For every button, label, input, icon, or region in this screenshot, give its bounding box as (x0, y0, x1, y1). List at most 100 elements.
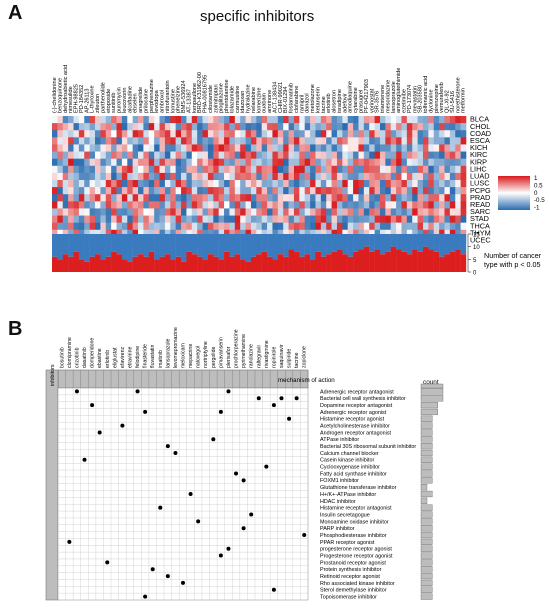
heatmap-cell (84, 116, 90, 124)
heatmap-cell (401, 151, 408, 159)
heatmap-cell (256, 158, 262, 167)
heatmap-cell (250, 151, 257, 159)
heatmap-cell (229, 172, 236, 181)
heatmap-cell (116, 116, 123, 124)
heatmap-cell (283, 229, 289, 238)
bar-series (52, 234, 467, 272)
heatmap-cell (73, 172, 80, 181)
heatmap-cell (331, 180, 338, 188)
heatmap-cell (267, 130, 273, 138)
heatmap-cell (234, 222, 241, 231)
heatmap-cell (127, 151, 133, 159)
heatmap-column-label: vorinostat (369, 88, 375, 113)
heatmap-cell (175, 144, 182, 152)
colorbar-tick: 0 (534, 190, 538, 197)
heatmap-cell (412, 144, 418, 152)
count-bar (420, 484, 428, 491)
heatmap-cell (100, 229, 107, 238)
heatmap-cell (181, 215, 187, 223)
count-bar (420, 525, 433, 532)
mechanism-label: Casein kinase inhibitor (320, 458, 374, 464)
heatmap-cell (353, 151, 359, 159)
heatmap-column-label: cilostamide (208, 85, 214, 113)
panel-a-title: specific inhibitors (200, 8, 315, 25)
heatmap-cell (148, 194, 155, 202)
heatmap-cell (422, 130, 429, 138)
heatmap-cell (439, 187, 445, 195)
heatmap-cell (449, 194, 456, 202)
heatmap-cell (78, 201, 85, 209)
match-dot (173, 450, 178, 455)
heatmap-cell (455, 165, 461, 174)
bar-blue (283, 234, 289, 257)
bar-blue (331, 234, 338, 252)
heatmap-cell (111, 130, 117, 138)
heatmap-cell (73, 123, 80, 131)
heatmap-cell (363, 130, 370, 138)
heatmap-cell (460, 172, 467, 181)
heatmap-cell (68, 208, 74, 216)
heatmap-cell (164, 208, 171, 216)
heatmap-cell (73, 158, 80, 167)
heatmap-cell (304, 158, 311, 167)
heatmap-cell (68, 116, 74, 124)
heatmap-cell (224, 215, 230, 223)
mechanism-label: Monoamine oxidase inhibitor (320, 519, 389, 525)
heatmap-cell (256, 151, 262, 159)
heatmap-cell (326, 137, 332, 145)
heatmap-cell (159, 208, 166, 216)
heatmap-column-label: triamterene (380, 85, 386, 113)
heatmap-cell (57, 222, 64, 231)
heatmap-cell (175, 158, 182, 167)
heatmap-cell (197, 172, 203, 181)
heatmap-column-label: (-)-chelidonine (52, 77, 58, 113)
heatmap-cell (62, 137, 69, 145)
heatmap-cell (385, 229, 392, 238)
heatmap-column-label: EPH-98825 (74, 84, 80, 113)
count-bar (420, 566, 433, 573)
bar-blue (213, 234, 219, 257)
heatmap-cell (250, 208, 257, 216)
heatmap-cell (202, 229, 209, 238)
heatmap-cell (293, 130, 300, 138)
heatmap-column-label: perphenazine (149, 79, 155, 113)
bar-legend-line1: Number of cancer (484, 251, 542, 260)
heatmap-cell (218, 208, 225, 216)
heatmap-cell (433, 130, 440, 138)
heatmap-cell (256, 222, 262, 231)
heatmap-cell (207, 172, 214, 181)
heatmap-cell (358, 208, 365, 216)
heatmap-cell (68, 165, 74, 174)
bar-red (100, 259, 106, 272)
heatmap-cell (132, 180, 139, 188)
drug-label: domperidone (90, 338, 96, 368)
bar-blue (84, 234, 90, 262)
bar-blue (148, 234, 155, 252)
heatmap-cell (127, 215, 133, 223)
heatmap-cell (57, 165, 64, 174)
heatmap-cell (73, 208, 80, 216)
heatmap-cell (143, 229, 150, 238)
heatmap-cell (449, 144, 456, 152)
match-dot (287, 416, 292, 421)
heatmap-cell (73, 201, 80, 209)
heatmap-column-label: metolazone (310, 84, 316, 113)
heatmap-cell (95, 222, 101, 231)
heatmap-cell (191, 165, 198, 174)
heatmap-cell (207, 194, 214, 202)
count-bar (420, 586, 433, 593)
heatmap-cell (105, 172, 112, 181)
bar-red (277, 254, 284, 272)
drug-label: zopiclone (302, 346, 308, 368)
heatmap-column-label: PHA-00816795 (203, 75, 209, 113)
heatmap-cell (433, 158, 440, 167)
heatmap-cell (245, 158, 252, 167)
bar-red (68, 256, 74, 272)
heatmap-cell (401, 180, 408, 188)
heatmap-cell (261, 130, 268, 138)
heatmap-cell (396, 158, 402, 167)
heatmap-cell (181, 229, 187, 238)
heatmap-cell (288, 180, 295, 188)
heatmap-cell (261, 165, 268, 174)
heatmap-cell (304, 222, 311, 231)
